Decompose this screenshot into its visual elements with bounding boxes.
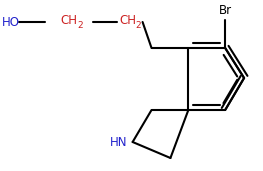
Text: 2: 2: [136, 21, 141, 30]
Text: CH: CH: [60, 15, 77, 28]
Text: 2: 2: [77, 21, 83, 30]
Text: CH: CH: [119, 15, 136, 28]
Text: HO: HO: [2, 16, 20, 29]
Text: Br: Br: [219, 3, 232, 16]
Text: HN: HN: [110, 135, 128, 148]
